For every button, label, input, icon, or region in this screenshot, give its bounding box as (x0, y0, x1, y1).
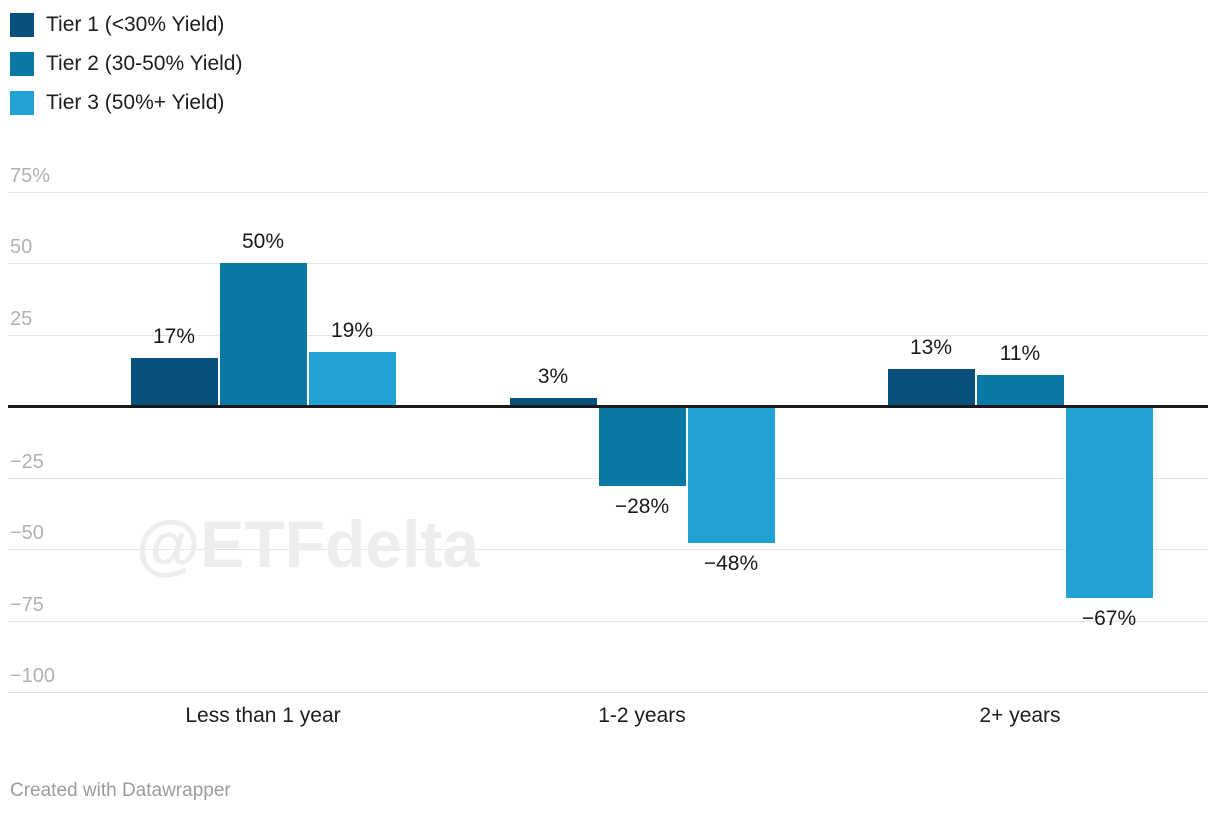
bar-series1-cat2 (509, 397, 597, 407)
y-tick-label-75: 75% (10, 165, 51, 187)
bar-series2-cat1 (219, 263, 307, 407)
bar-series2-cat3 (976, 374, 1064, 407)
gridline-50 (8, 263, 1208, 265)
legend: Tier 1 (<30% Yield) Tier 2 (30-50% Yield)… (10, 13, 242, 115)
legend-swatch-icon (10, 52, 34, 76)
value-label-series3-cat2: −48% (703, 552, 759, 576)
bar-series2-cat2 (598, 406, 686, 487)
legend-swatch-icon (10, 91, 34, 115)
gridline--100 (8, 692, 1208, 693)
x-category-label-2: 1-2 years (598, 704, 686, 727)
value-label-series2-cat1: 50% (241, 230, 285, 254)
gridline-75 (8, 192, 1208, 193)
legend-swatch-icon (10, 13, 34, 37)
y-tick-label--75: −75 (10, 593, 44, 616)
value-label-series3-cat3: −67% (1081, 606, 1137, 630)
x-category-label-3: 2+ years (979, 704, 1061, 727)
y-tick-label--100: −100 (10, 665, 56, 687)
y-tick-label-50: 50 (10, 236, 33, 259)
legend-label: Tier 3 (50%+ Yield) (46, 91, 225, 114)
gridline--75 (8, 620, 1208, 622)
bar-series3-cat1 (308, 352, 396, 407)
x-category-label-1: Less than 1 year (185, 704, 341, 727)
legend-item-3: Tier 3 (50%+ Yield) (10, 91, 242, 115)
gridline-25 (8, 334, 1208, 336)
y-tick-label--25: −25 (10, 450, 44, 473)
value-label-series1-cat2: 3% (537, 364, 569, 388)
value-label-series1-cat1: 17% (152, 324, 196, 348)
legend-item-1: Tier 1 (<30% Yield) (10, 13, 242, 37)
value-label-series2-cat3: 11% (999, 341, 1041, 365)
bar-series3-cat2 (687, 406, 775, 544)
datawrapper-credit-link[interactable]: Created with Datawrapper (10, 780, 231, 801)
bar-series3-cat3 (1065, 406, 1153, 598)
bar-series1-cat1 (130, 357, 218, 407)
y-tick-label--50: −50 (10, 522, 44, 545)
legend-label: Tier 2 (30-50% Yield) (46, 52, 243, 75)
legend-item-2: Tier 2 (30-50% Yield) (10, 52, 242, 76)
zero-axis-line (8, 404, 1208, 408)
gridline--50 (8, 549, 1208, 551)
value-label-series2-cat2: −28% (614, 495, 670, 519)
value-label-series3-cat1: 19% (330, 319, 374, 342)
value-label-series1-cat3: 13% (909, 336, 953, 360)
y-tick-label-25: 25 (10, 307, 33, 330)
legend-label: Tier 1 (<30% Yield) (46, 13, 225, 36)
bar-series1-cat3 (887, 369, 975, 407)
watermark-text: @ETFdelta (136, 507, 480, 581)
